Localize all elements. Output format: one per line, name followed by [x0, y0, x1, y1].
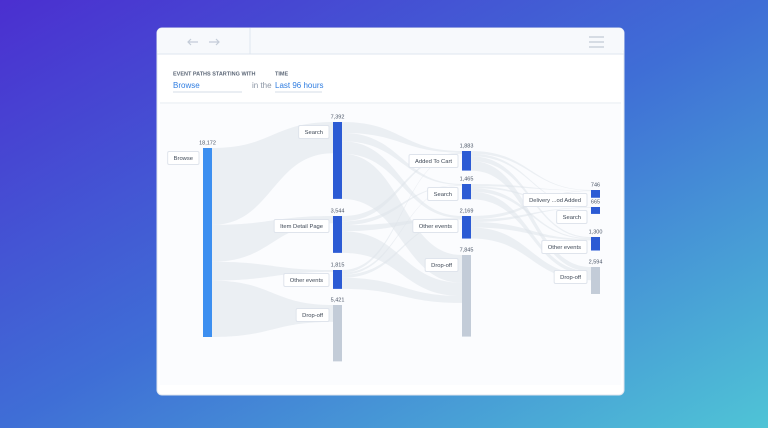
- flow-link: [342, 184, 462, 226]
- flow-link: [342, 141, 462, 219]
- node-label: Item Detail Page: [280, 224, 323, 230]
- flow-bar: [333, 270, 342, 289]
- node-label-box[interactable]: [283, 273, 330, 287]
- node-value: 7,845: [460, 247, 474, 253]
- node-label-box[interactable]: [553, 270, 588, 284]
- nav-arrows[interactable]: [187, 38, 220, 46]
- flow-bar: [462, 151, 471, 171]
- node-label-box[interactable]: [427, 187, 459, 201]
- node-label: Search: [305, 130, 323, 136]
- flow-link: [471, 161, 591, 272]
- flow-link: [342, 132, 462, 185]
- node-label: Delivery ...od Added: [529, 198, 581, 204]
- node-label: Drop-off: [560, 275, 581, 281]
- node-value: 5,421: [331, 297, 345, 303]
- node-label-box[interactable]: [412, 219, 459, 233]
- filter-label: EVENT PATHS STARTING WITH: [173, 71, 256, 77]
- flow-link: [342, 122, 462, 153]
- forward-arrow[interactable]: [209, 38, 220, 46]
- filter-connector: in the: [252, 81, 272, 90]
- flow-nodes: 18,172 Browse 7,392 Search 3,544 Item Detail …: [167, 114, 603, 362]
- node-label: Drop-off: [431, 263, 452, 269]
- node-label-box[interactable]: [167, 151, 200, 165]
- flow-link: [212, 216, 333, 262]
- browser-toolbar: [157, 28, 624, 54]
- node-label-box[interactable]: [556, 210, 588, 224]
- node-value: 665: [591, 199, 600, 205]
- flow-link: [212, 122, 333, 225]
- flow-link: [471, 222, 591, 241]
- flow-link: [342, 231, 462, 297]
- flow-bar: [462, 184, 471, 200]
- flow-link: [471, 184, 591, 191]
- node-label: Other events: [290, 278, 323, 284]
- flow-bar: [591, 207, 600, 214]
- node-value: 2,169: [460, 208, 474, 214]
- flow-link: [342, 153, 462, 273]
- filter-bar: [160, 57, 621, 103]
- flow-link: [342, 219, 462, 278]
- flow-link: [471, 207, 591, 223]
- flow-links: [212, 122, 591, 337]
- node-value: 1,815: [331, 262, 345, 268]
- flow-link: [342, 185, 462, 275]
- node-label: Drop-off: [302, 313, 323, 319]
- flow-bar: [462, 216, 471, 239]
- node-label: Other events: [419, 224, 452, 230]
- node-label: Search: [434, 192, 452, 198]
- flow-bar: [591, 190, 600, 198]
- node-value: 18,172: [199, 140, 216, 146]
- filter-value[interactable]: Last 96 hours: [275, 81, 323, 90]
- flow-link: [471, 153, 591, 208]
- node-label: Search: [563, 215, 581, 221]
- node-label-box[interactable]: [424, 258, 459, 272]
- flow-bar: [591, 267, 600, 294]
- flow-link: [342, 218, 462, 232]
- node-value: 3,544: [331, 208, 345, 214]
- node-value: 2,594: [589, 259, 603, 265]
- node-value: 746: [591, 182, 600, 188]
- flow-bar: [591, 237, 600, 251]
- flow-bar: [462, 255, 471, 337]
- flow-bar: [203, 148, 212, 337]
- menu-icon[interactable]: [589, 36, 604, 48]
- node-label-box[interactable]: [408, 154, 459, 168]
- flow-link: [471, 227, 591, 281]
- flow-bar: [333, 216, 342, 253]
- flow-link: [342, 277, 462, 303]
- flow-link: [212, 261, 333, 281]
- flow-link: [471, 151, 591, 191]
- node-label-box[interactable]: [295, 308, 330, 322]
- node-label: Other events: [548, 245, 581, 251]
- node-label-box[interactable]: [298, 125, 330, 139]
- node-label-box[interactable]: [541, 240, 588, 254]
- node-label-box[interactable]: [522, 193, 588, 207]
- filter-value[interactable]: Browse: [173, 81, 200, 90]
- flow-link: [342, 153, 462, 283]
- node-label-box[interactable]: [273, 219, 330, 233]
- node-value: 1,465: [460, 176, 474, 182]
- node-label: Browse: [174, 156, 193, 162]
- back-arrow[interactable]: [187, 38, 198, 46]
- flow-link: [212, 280, 333, 337]
- flow-bar: [333, 305, 342, 362]
- node-label: Added To Cart: [415, 159, 452, 165]
- flow-bar: [333, 122, 342, 199]
- node-value: 7,392: [331, 114, 345, 120]
- flow-link: [342, 152, 462, 222]
- node-value: 1,300: [589, 229, 603, 235]
- filter-label: TIME: [275, 71, 288, 77]
- node-value: 1,883: [460, 143, 474, 149]
